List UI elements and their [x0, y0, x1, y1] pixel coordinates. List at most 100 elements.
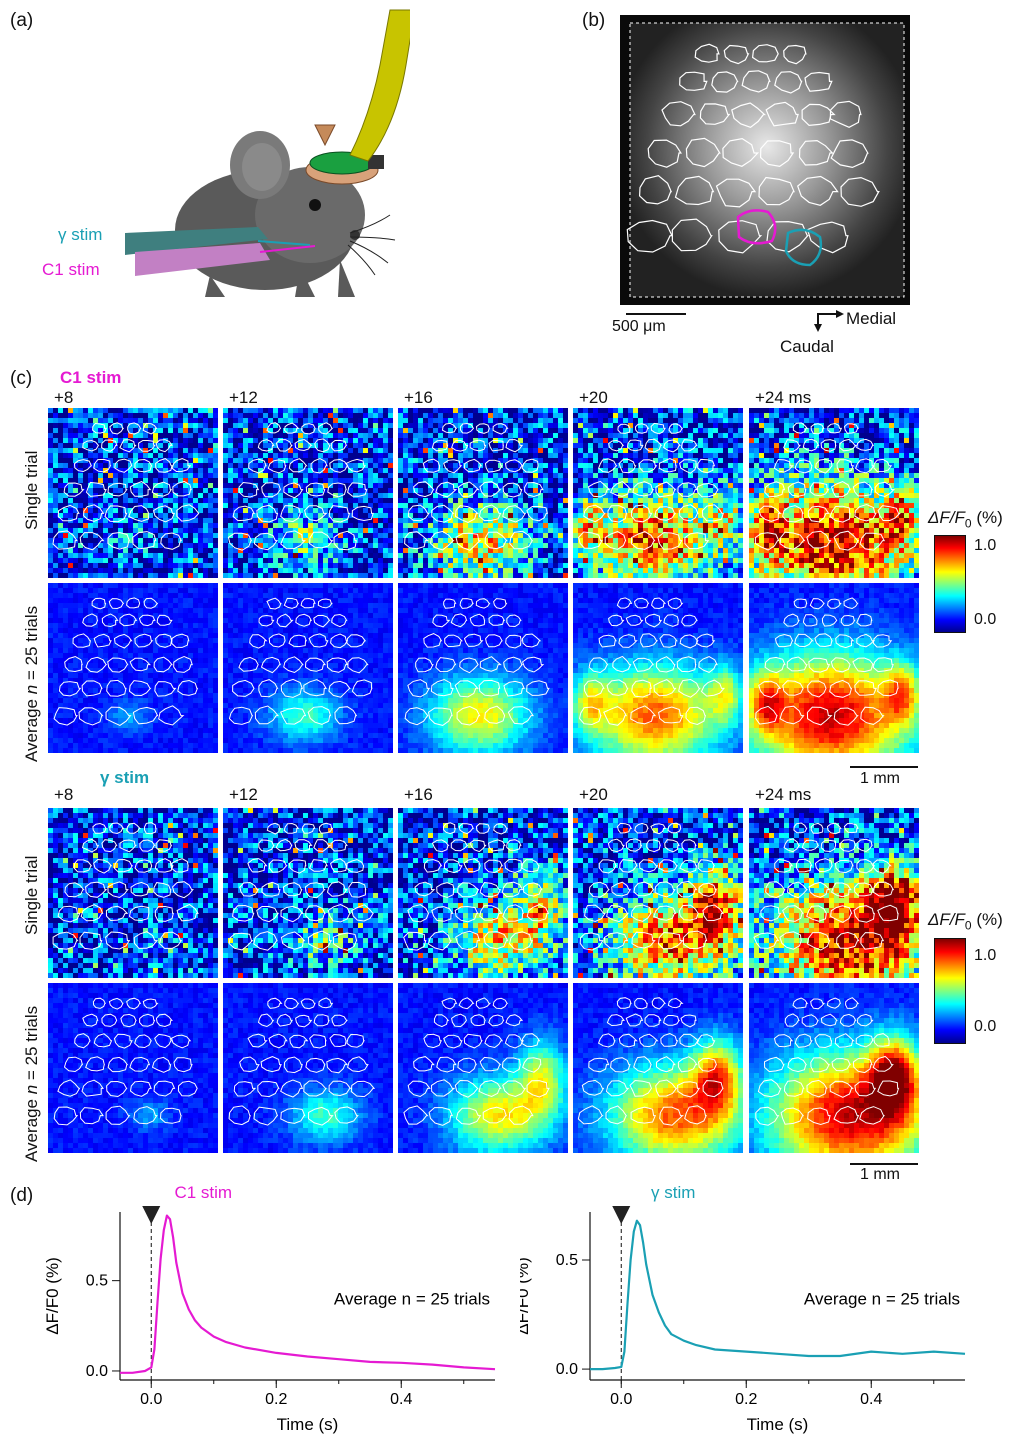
x-tick-label: 0.4 — [390, 1391, 412, 1408]
barrel-outline — [630, 904, 652, 922]
barrel-outline — [158, 705, 185, 726]
barrel-outline — [626, 439, 644, 452]
barrel-outline — [521, 633, 542, 648]
barrel-outline — [699, 103, 731, 125]
barrel-outline — [129, 657, 151, 672]
barrel-outline — [633, 1056, 652, 1073]
barrel-outline — [765, 881, 786, 899]
barrel-outline — [227, 532, 253, 551]
barrel-outline — [295, 613, 313, 627]
barrel-outline — [526, 1080, 550, 1098]
annotation: Average n = 25 trials — [334, 1289, 490, 1308]
barrel-outline — [156, 614, 173, 626]
series-line — [120, 1214, 496, 1374]
barrel-outline — [454, 505, 480, 523]
barrel-outline — [845, 997, 860, 1010]
barrel-outline — [443, 598, 457, 609]
barrel-outline — [607, 505, 628, 523]
barrel-outline — [802, 614, 818, 627]
barrel-outline — [228, 1105, 251, 1126]
barrel-outline — [79, 1107, 104, 1125]
stim-arrowhead — [612, 1206, 631, 1224]
gamma-single-heatmap-3 — [573, 808, 743, 978]
barrel-outline — [108, 997, 124, 1010]
barrel-outline — [506, 614, 522, 628]
barrel-outline — [840, 176, 880, 207]
barrel-outline — [773, 458, 794, 473]
barrel-outline — [839, 839, 857, 852]
barrel-outline — [484, 531, 508, 550]
barrel-outline — [154, 1033, 172, 1049]
orientation-arrows — [808, 308, 848, 338]
barrel-outline — [753, 932, 780, 949]
y-tick-label: 0.5 — [556, 1252, 578, 1269]
barrel-outline — [288, 859, 307, 874]
barrel-outline — [808, 657, 831, 673]
barrel-outline — [616, 597, 633, 609]
barrel-outline — [671, 218, 713, 252]
barrel-outline — [810, 423, 825, 435]
barrel-outline — [698, 656, 718, 673]
barrel-outline — [475, 423, 490, 434]
barrel-outline — [155, 439, 173, 453]
barrel-outline — [451, 1013, 467, 1028]
barrel-outline — [64, 656, 83, 673]
barrel-outline — [674, 175, 715, 206]
barrel-outline — [583, 679, 605, 697]
barrel-outline — [154, 858, 174, 873]
b-scale-label: 500 μm — [612, 318, 666, 336]
barrel-outline — [436, 882, 455, 899]
barrel-outline — [633, 597, 650, 609]
y-tick-label: 0.0 — [86, 1363, 108, 1380]
barrel-outline — [618, 458, 637, 474]
barrel-outline — [275, 439, 293, 452]
c1-average-heatmap-2 — [398, 583, 568, 753]
barrel-outline — [176, 504, 200, 522]
barrel-outline — [479, 1056, 502, 1072]
barrel-outline — [93, 633, 112, 648]
barrel-outline — [459, 657, 479, 674]
barrel-outline — [239, 881, 260, 897]
barrel-outline — [119, 439, 137, 453]
barrel-outline — [275, 838, 293, 852]
barrel-outline — [485, 634, 503, 648]
barrel-outline — [159, 931, 183, 949]
barrel-outline — [630, 531, 656, 550]
c1-barrel-roi — [736, 209, 777, 245]
barrel-outline — [502, 1080, 527, 1098]
barrel-outline — [132, 706, 159, 725]
barrel-outline — [85, 1056, 105, 1072]
barrel-outline — [346, 859, 365, 873]
barrel-outline — [843, 597, 859, 610]
barrel-outline — [606, 904, 629, 923]
barrel-outline — [782, 505, 804, 523]
barrel-outline — [801, 103, 836, 127]
barrel-outline — [802, 438, 820, 452]
barrel-outline — [651, 597, 667, 610]
barrel-outline — [128, 905, 150, 922]
y-tick-label: 0.0 — [556, 1361, 578, 1378]
barrel-outline — [305, 905, 326, 922]
barrel-outline — [663, 439, 681, 453]
barrel-outline — [454, 680, 479, 698]
barrel-outline — [351, 505, 374, 522]
barrel-outline — [702, 1080, 724, 1098]
barrel-outline — [143, 597, 159, 609]
barrel-outline — [172, 480, 192, 497]
c1-single-heatmap-3 — [573, 408, 743, 578]
barrel-outline — [93, 1033, 113, 1048]
chart-gamma: 0.0 0.2 0.4 0.0 0.5 γ stim Time (s) ΔF/F0 (%) Av… — [513, 1180, 1000, 1445]
barrel-outline — [282, 882, 303, 897]
barrel-outline — [505, 439, 524, 453]
barrel-outline — [814, 1034, 833, 1049]
barrel-outline — [85, 881, 108, 898]
barrel-outline — [833, 707, 859, 726]
c1-single-heatmap-0 — [48, 408, 218, 578]
barrel-outline — [101, 1013, 118, 1027]
barrel-outline — [630, 705, 657, 725]
barrel-outline — [507, 706, 534, 725]
barrel-outline — [827, 598, 842, 609]
barrel-outline — [347, 482, 368, 497]
barrel-outline — [798, 139, 834, 166]
chart-c1: 0.0 0.2 0.4 0.0 0.5 C1 stim Time (s) ΔF/F0 (%) A… — [30, 1180, 500, 1445]
